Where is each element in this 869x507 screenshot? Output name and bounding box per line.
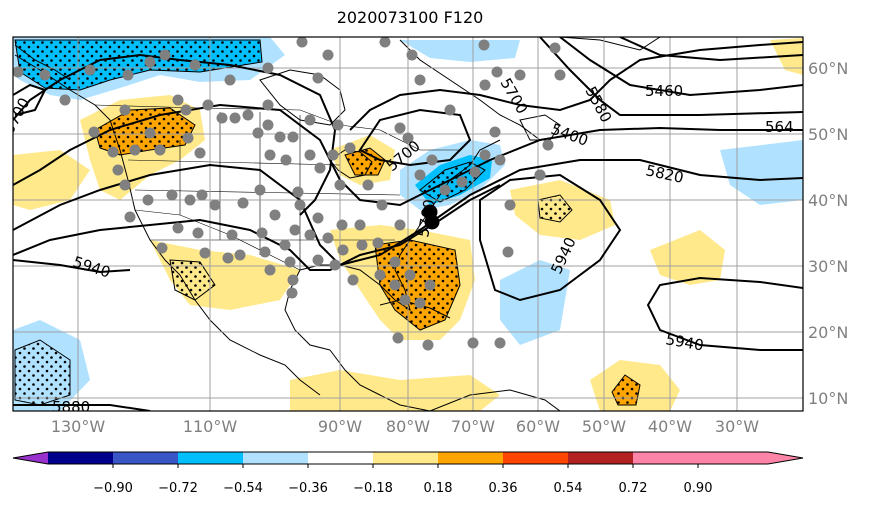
contour-label: 5940: [547, 234, 579, 276]
contour-label: 5820: [644, 161, 685, 187]
colorbar-segment: [243, 452, 308, 464]
colorbar-tick-label: −0.72: [158, 481, 198, 496]
contour-5460: [559, 37, 803, 97]
contour-5700-west: [13, 53, 337, 216]
alaska-coast: [14, 44, 71, 81]
contour-label: 5700: [497, 75, 532, 117]
contour-low-east-canada: [358, 108, 472, 167]
colorbar-tick-label: 0.72: [619, 481, 648, 496]
colorbar-tick-label: 0.18: [424, 481, 453, 496]
colorbar-segment: [633, 452, 698, 464]
lon-label: 40°W: [648, 417, 692, 436]
contour-5820: [13, 159, 803, 267]
contour-label: 5580: [581, 83, 615, 125]
colorbar-segment: [503, 452, 568, 464]
latitude-axis-labels: 60°N 50°N 40°N 30°N 20°N 10°N: [808, 59, 848, 408]
labrador: [399, 39, 541, 141]
contour-5880-south: [13, 404, 151, 411]
colorbar-segment: [308, 452, 373, 464]
contour-low-west: [13, 83, 47, 116]
colorbar: −0.90 −0.72 −0.54 −0.36 −0.18 0.18 0.36 …: [12, 451, 804, 496]
colorbar-tick-label: 0.54: [554, 481, 583, 496]
positive-shading-eastern-pacific: [13, 150, 90, 210]
gulf-coast: [284, 269, 331, 351]
lon-label: 60°W: [516, 417, 560, 436]
lat-label: 60°N: [808, 59, 848, 78]
lon-label: 70°W: [451, 417, 495, 436]
negative-shading-central-atlantic: [500, 260, 570, 345]
colorbar-segment: [48, 452, 113, 464]
colorbar-segment: [373, 452, 438, 464]
lon-label: 110°W: [183, 417, 238, 436]
lon-label: 80°W: [386, 417, 430, 436]
lat-label: 30°N: [808, 257, 848, 276]
lon-label: 90°W: [318, 417, 362, 436]
positive-shading-east-atlantic: [650, 230, 725, 285]
lat-label: 40°N: [808, 191, 848, 210]
contour-5940-atlantic: [479, 173, 622, 302]
height-contours: [13, 37, 803, 411]
plot-frame: [12, 36, 804, 412]
greenland: [559, 37, 661, 51]
contour-5940-east: [646, 276, 803, 351]
newfoundland: [519, 114, 561, 141]
contour-5400: [619, 37, 803, 62]
lat-label: 20°N: [808, 323, 848, 342]
colorbar-tick-label: −0.90: [93, 481, 133, 496]
negative-shading-eastern-atlantic: [720, 140, 803, 205]
colorbar-tick-label: 0.90: [684, 481, 713, 496]
observation-markers: [13, 37, 566, 351]
contour-label: 5400: [549, 120, 591, 150]
lat-label: 10°N: [808, 389, 848, 408]
contour-label: 5940: [71, 253, 113, 282]
colorbar-tick-label: −0.18: [353, 481, 393, 496]
contour-5520: [539, 37, 803, 116]
colorbar-segment: [568, 452, 633, 464]
hudson-bay: [259, 69, 346, 126]
colorbar-segment: [113, 452, 178, 464]
negative-shading-labrador: [400, 40, 520, 62]
contour-label: 564: [765, 118, 794, 136]
lat-label: 50°N: [808, 125, 848, 144]
colorbar-tick-label: 0.36: [489, 481, 518, 496]
central-america: [329, 349, 431, 411]
colorbar-segment: [178, 452, 243, 464]
colorbar-tick-label: −0.54: [223, 481, 263, 496]
contour-label: 5700: [0, 95, 33, 137]
colorbar-extend-high: [698, 452, 803, 464]
contour-5760: [13, 103, 803, 207]
colorbar-tick-label: −0.36: [288, 481, 328, 496]
lon-label: 30°W: [715, 417, 759, 436]
lon-label: 50°W: [582, 417, 626, 436]
longitude-axis-labels: 130°W 110°W 90°W 80°W 70°W 60°W 50°W 40°…: [51, 417, 759, 436]
south-america: [429, 389, 561, 411]
contour-5580: [349, 41, 803, 131]
contour-label: 5880: [52, 398, 90, 416]
contour-5940-west: [13, 259, 131, 274]
lon-label: 130°W: [51, 417, 106, 436]
map-title: 2020073100 F120: [336, 8, 484, 27]
colorbar-segment: [438, 452, 503, 464]
contour-label: 5460: [645, 82, 683, 100]
positive-shading-caribbean: [290, 370, 500, 411]
colorbar-extend-low: [13, 452, 48, 464]
